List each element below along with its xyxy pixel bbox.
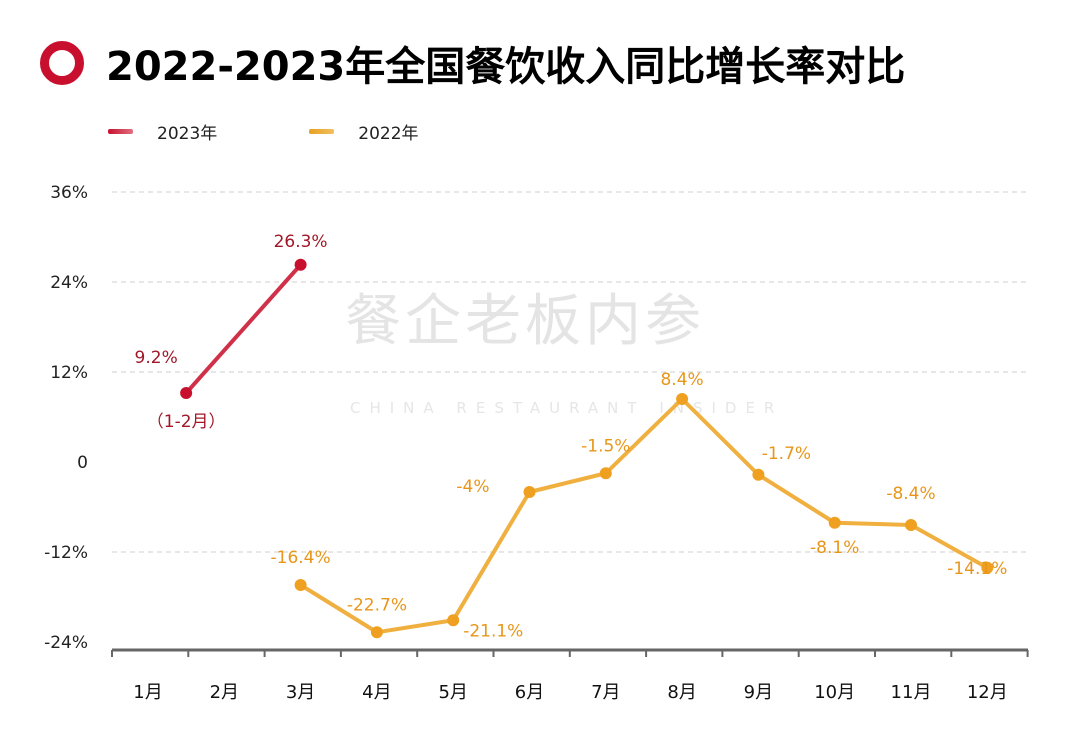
legend-item-2023: 2023年: [108, 119, 217, 144]
y-tick-label: -24%: [44, 633, 88, 653]
series-line-segment: [680, 397, 761, 477]
series-line-segment: [756, 472, 837, 525]
y-tick-label: 12%: [50, 363, 88, 383]
series-line-segment: [832, 520, 913, 527]
data-point: [370, 626, 383, 639]
legend-swatch-2022: [309, 129, 335, 134]
series-line-segment: [909, 523, 990, 570]
series-line-segment: [298, 583, 379, 635]
data-label: -16.4%: [271, 548, 331, 568]
y-tick-label: 0: [77, 453, 88, 473]
data-label: -14.1%: [947, 559, 1007, 579]
data-label: -1.5%: [581, 436, 630, 456]
legend: 2023年 2022年: [108, 119, 511, 144]
legend-swatch-2023: [108, 129, 133, 134]
chart-title: 2022-2023年全国餐饮收入同比增长率对比: [106, 44, 906, 90]
x-tick-label: 7月: [591, 682, 620, 703]
x-tick-label: 6月: [515, 682, 544, 703]
legend-label: 2022年: [358, 124, 419, 144]
y-tick-label: -12%: [44, 543, 88, 563]
x-tick-label: 3月: [286, 682, 315, 703]
series-line-segment: [603, 397, 685, 476]
series-line-segment: [451, 490, 532, 623]
x-tick-label: 2月: [210, 682, 239, 703]
data-label: 8.4%: [660, 370, 703, 390]
data-point: [294, 579, 307, 591]
x-tick-label: 4月: [362, 682, 391, 703]
data-point: [981, 561, 994, 574]
data-label: -8.4%: [886, 484, 935, 504]
data-label: -8.1%: [810, 538, 859, 558]
data-point: [676, 393, 689, 405]
data-point: [905, 519, 917, 531]
data-label: 26.3%: [274, 232, 328, 252]
data-label: 9.2%: [135, 348, 178, 368]
chart-header: 2022-2023年全国餐饮收入同比增长率对比: [40, 34, 905, 92]
x-tick-label: 1月: [133, 682, 162, 703]
x-tick-label: 5月: [438, 682, 467, 703]
x-tick-label: 8月: [667, 682, 696, 703]
series-line-segment: [184, 262, 303, 395]
data-point: [828, 516, 841, 529]
data-point: [599, 467, 612, 480]
data-label: -22.7%: [347, 595, 407, 615]
series-line-segment: [527, 471, 608, 494]
x-tick-label: 12月: [967, 682, 1008, 703]
x-tick-label: 9月: [744, 682, 773, 703]
y-tick-label: 36%: [50, 183, 88, 203]
x-tick-label: 11月: [891, 682, 932, 703]
legend-item-2022: 2022年: [309, 119, 419, 144]
ring-icon: [40, 41, 84, 85]
y-tick-label: 24%: [50, 273, 88, 293]
data-point: [180, 387, 193, 399]
x-tick-label: 10月: [814, 682, 855, 703]
data-label: -1.7%: [762, 444, 811, 464]
data-point: [752, 468, 765, 481]
data-label: -21.1%: [463, 621, 523, 641]
data-point: [523, 486, 536, 498]
data-point: [294, 258, 307, 271]
series-line-segment: [374, 618, 456, 635]
data-note: （1-2月）: [147, 412, 226, 432]
data-point: [447, 614, 460, 627]
legend-label: 2023年: [157, 124, 218, 144]
data-label: -4%: [456, 477, 489, 497]
watermark-cn: 餐企老板内参: [345, 289, 705, 354]
